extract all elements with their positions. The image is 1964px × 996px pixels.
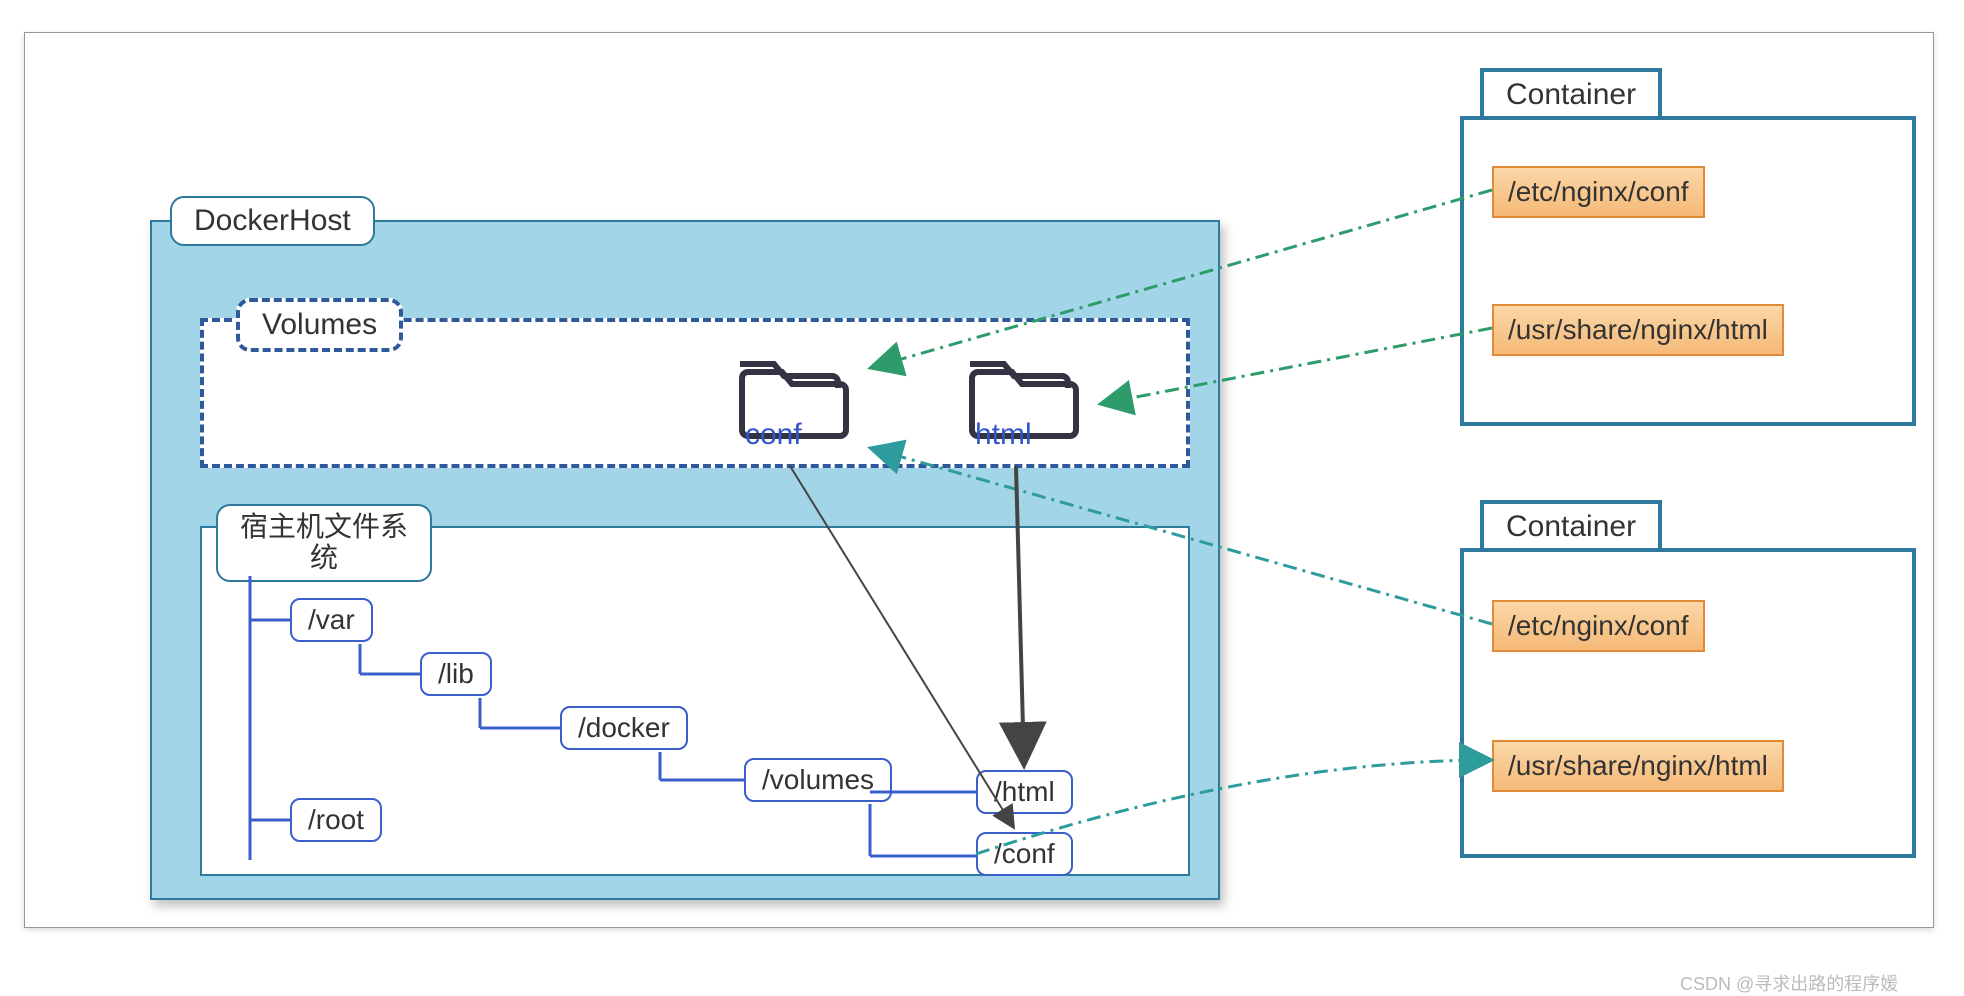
container-title: Container: [1480, 68, 1662, 116]
filesystem-node: /var: [290, 598, 373, 642]
filesystem-node: /volumes: [744, 758, 892, 802]
filesystem-title: 宿主机文件系统: [216, 504, 432, 582]
filesystem-node: /conf: [976, 832, 1073, 876]
container-title: Container: [1480, 500, 1662, 548]
path-chip: /etc/nginx/conf: [1492, 166, 1705, 218]
path-chip: /usr/share/nginx/html: [1492, 740, 1784, 792]
filesystem-node: /html: [976, 770, 1073, 814]
container-box: [1460, 116, 1916, 426]
volume-folder-label: conf: [745, 418, 802, 452]
path-chip: /usr/share/nginx/html: [1492, 304, 1784, 356]
watermark: CSDN @寻求出路的程序媛: [1680, 970, 1898, 996]
container-box: [1460, 548, 1916, 858]
volume-folder-label: html: [975, 418, 1032, 452]
filesystem-node: /docker: [560, 706, 688, 750]
path-chip: /etc/nginx/conf: [1492, 600, 1705, 652]
filesystem-node: /root: [290, 798, 382, 842]
volumes-title: Volumes: [236, 298, 403, 352]
filesystem-node: /lib: [420, 652, 492, 696]
docker-host-title: DockerHost: [170, 196, 375, 246]
